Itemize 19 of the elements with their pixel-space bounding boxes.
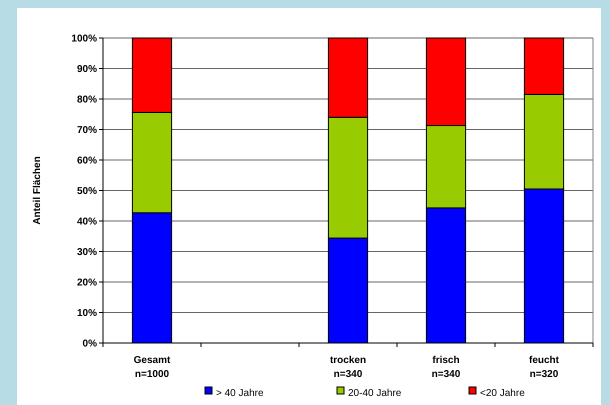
x-tick-label: trocken n=340 [330,355,366,380]
legend-label: 20-40 Jahre [348,388,402,399]
legend-label: > 40 Jahre [216,388,264,399]
y-tick-label: 10% [76,308,98,319]
x-tick-label: frisch n=340 [432,355,461,380]
legend-label: <20 Jahre [480,388,526,399]
y-axis-title: Anteil Flächen [32,156,43,225]
y-tick-label: 0% [82,338,98,350]
y-tick-label: 70% [76,125,98,136]
y-tick-label: 60% [76,156,98,166]
y-tick-label: 80% [76,94,98,106]
y-tick-label: 50% [76,186,98,197]
y-tick-label: 30% [76,247,98,258]
x-tick-label: feucht n=320 [529,355,560,380]
y-tick-label: 100% [71,34,98,44]
x-tick-label: Gesamt n=1000 [134,355,172,380]
y-tick-label: 90% [76,64,98,75]
y-tick-label: 40% [76,216,98,228]
y-tick-label: 20% [76,278,98,288]
